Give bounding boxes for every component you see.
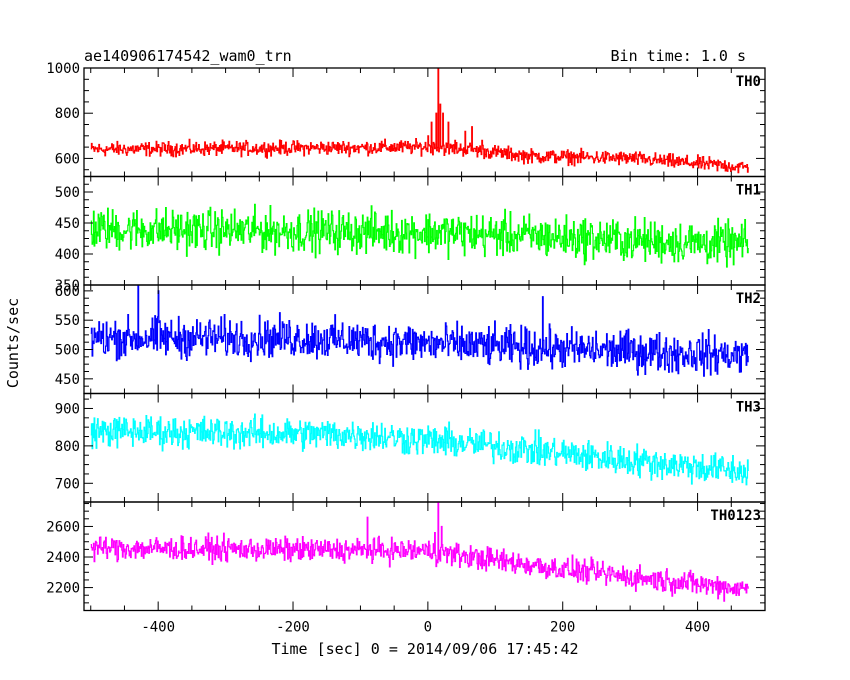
- y-tick-label: 350: [55, 278, 80, 294]
- y-tick-label: 2400: [46, 550, 80, 566]
- panel-label-th0: TH0: [736, 74, 761, 90]
- x-tick-label: 0: [424, 620, 432, 636]
- panel-frame: [83, 392, 766, 503]
- panel-th3: 700 800 900 TH3: [55, 392, 766, 503]
- y-tick-label: 450: [55, 372, 80, 388]
- series-line-th0123: [90, 502, 749, 602]
- x-axis: -400 -200 0 200 400: [141, 620, 710, 636]
- y-tick-label: 2200: [46, 581, 80, 597]
- panel-label-th3: TH3: [736, 400, 761, 416]
- x-tick-label: -400: [141, 620, 175, 636]
- y-tick-label: 700: [55, 476, 80, 492]
- x-tick-label: 400: [685, 620, 710, 636]
- y-tick-label: 400: [55, 247, 80, 263]
- series-line-th2: [90, 285, 749, 377]
- y-tick-label: 600: [55, 284, 80, 300]
- panel-frame: [83, 501, 766, 612]
- y-tick-label: 550: [55, 313, 80, 329]
- panel-th0: 600 800 1000 TH0: [46, 61, 766, 178]
- y-axis-label: Counts/sec: [4, 298, 22, 388]
- y-tick-label: 800: [55, 439, 80, 455]
- panel-th2: 450 500 550 600 TH2: [55, 284, 766, 395]
- series-line-th0: [90, 68, 749, 174]
- y-tick-label: 600: [55, 151, 80, 167]
- x-tick-label: 200: [550, 620, 575, 636]
- y-tick-label: 450: [55, 216, 80, 232]
- y-tick-label: 500: [55, 185, 80, 201]
- series-line-th1: [90, 203, 749, 268]
- bin-time-label: Bin time: 1.0 s: [611, 47, 746, 65]
- panel-label-th0123: TH0123: [710, 508, 761, 524]
- series-line-th3: [90, 413, 749, 486]
- observation-id-title: ae140906174542_wam0_trn: [84, 47, 292, 65]
- panel-th1: 350 400 450 500 TH1: [55, 175, 766, 294]
- y-tick-label: 900: [55, 402, 80, 418]
- y-tick-label: 1000: [46, 61, 80, 77]
- x-axis-label: Time [sec] 0 = 2014/09/06 17:45:42: [271, 640, 578, 658]
- x-tick-label: -200: [276, 620, 310, 636]
- y-tick-label: 500: [55, 343, 80, 359]
- y-tick-label: 800: [55, 106, 80, 122]
- y-tick-label: 2600: [46, 520, 80, 536]
- panels-group: 600 800 1000 TH0 350 400 450 500 TH1 450 500 550 600…: [46, 61, 766, 612]
- panel-th0123: 2200 2400 2600 TH0123: [46, 501, 766, 612]
- panel-label-th1: TH1: [736, 183, 761, 199]
- panel-label-th2: TH2: [736, 291, 761, 307]
